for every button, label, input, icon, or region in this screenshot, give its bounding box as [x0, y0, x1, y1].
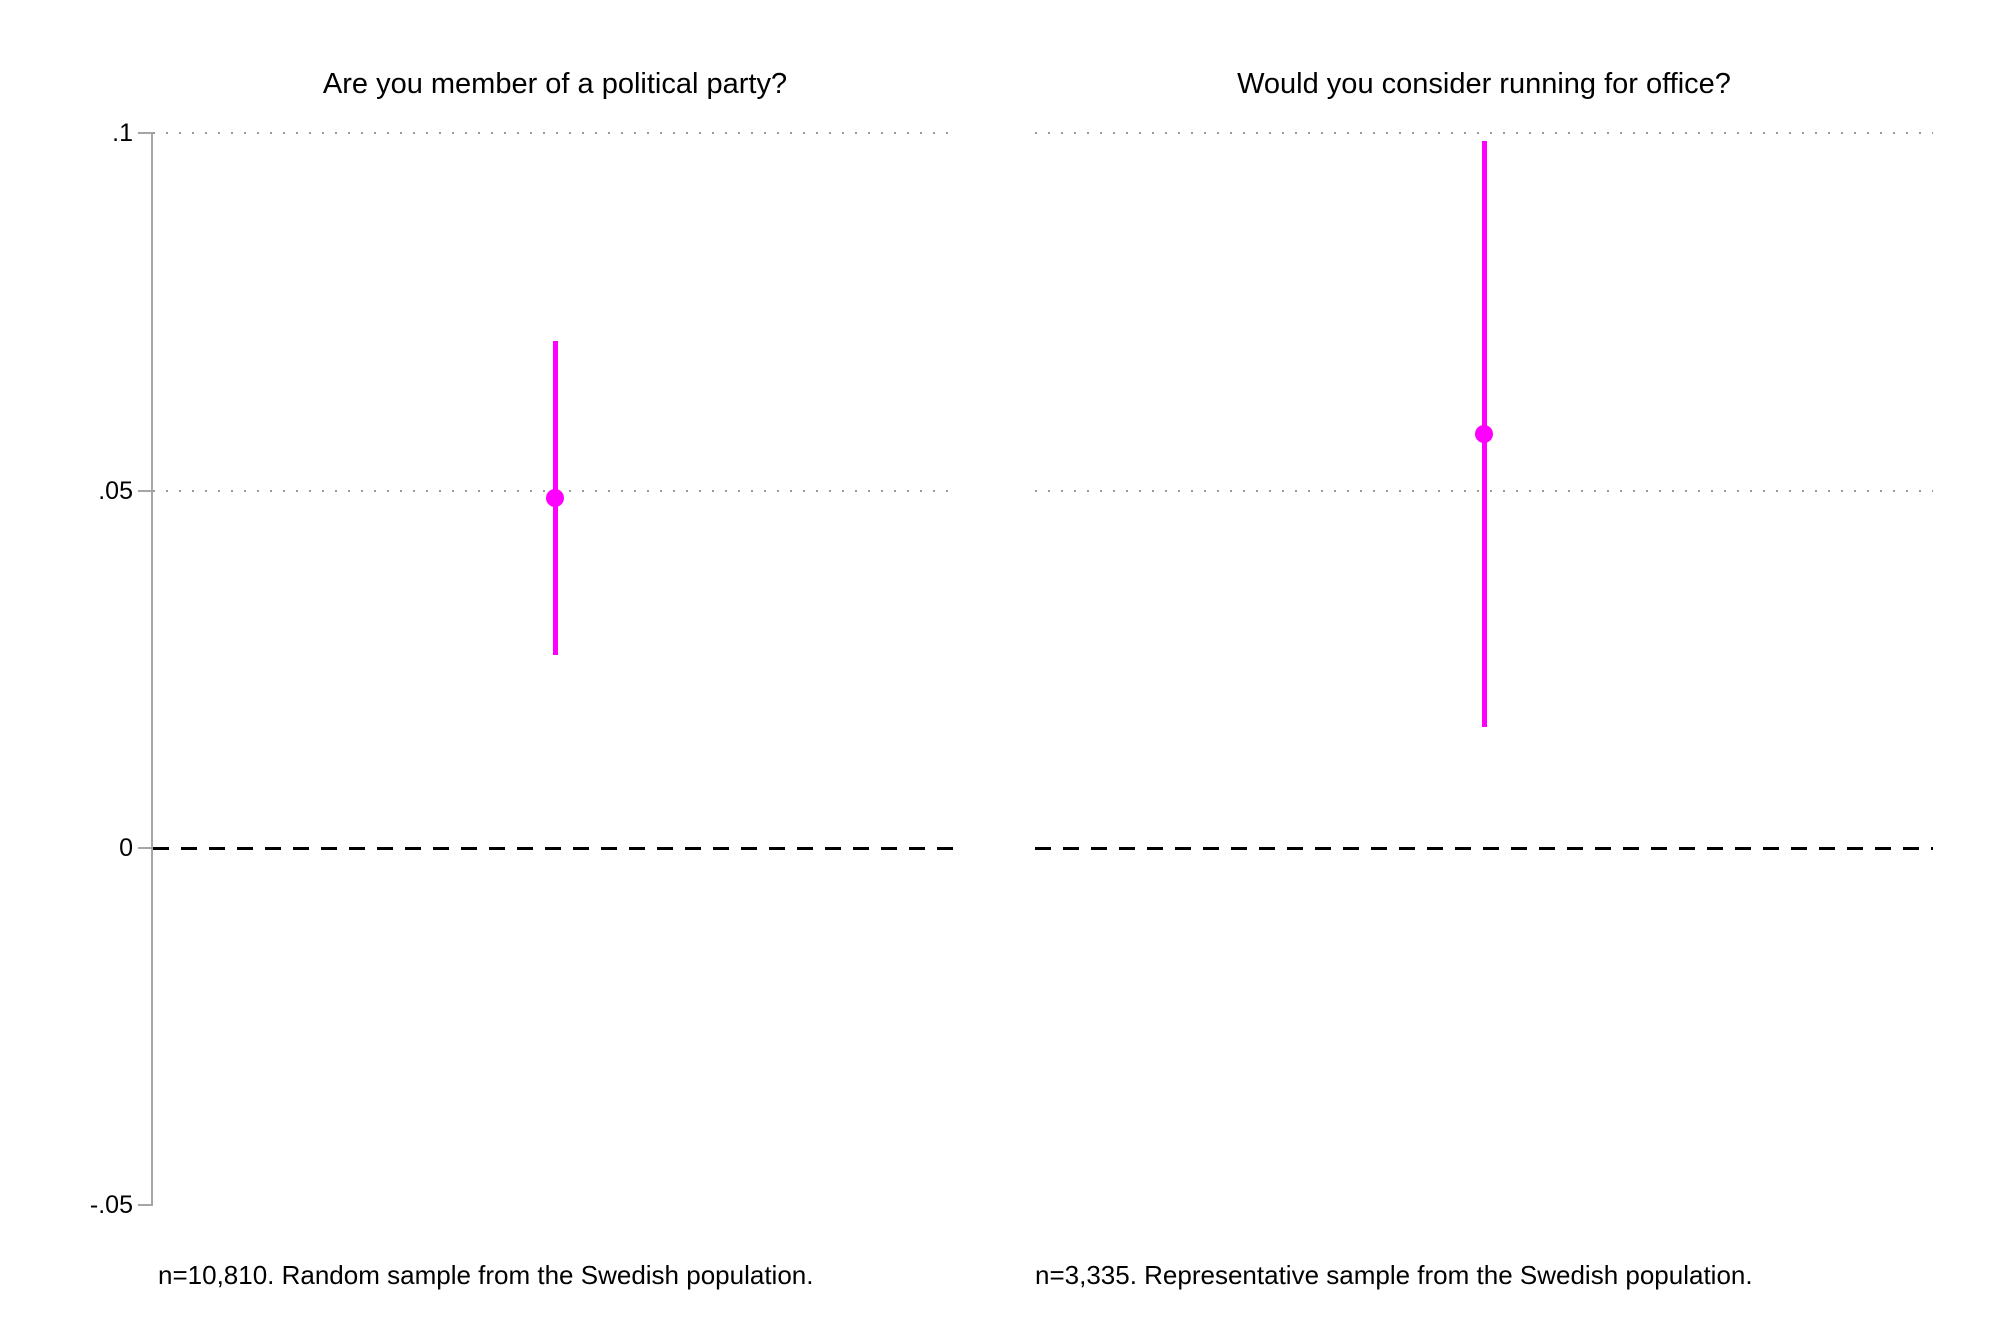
- panel-note-left: n=10,810. Random sample from the Swedish…: [158, 1260, 814, 1290]
- point-estimate-marker: [1475, 424, 1493, 443]
- y-axis-tick: [138, 489, 153, 492]
- panel-note-right: n=3,335. Representative sample from the …: [1035, 1260, 1753, 1290]
- gridline-dotted: [1035, 132, 1933, 135]
- y-axis-tick: [138, 1204, 153, 1207]
- y-axis-tick-label: .05: [98, 476, 133, 505]
- y-axis-tick-label: 0: [119, 834, 133, 862]
- zero-line-dashed: [1035, 846, 1933, 850]
- zero-line-dashed: [153, 846, 957, 850]
- gridline-dotted: [153, 132, 957, 135]
- y-axis-tick-label: -.05: [89, 1191, 133, 1220]
- y-axis-tick-label: .1: [112, 119, 133, 148]
- y-axis-tick: [138, 132, 153, 135]
- panel-title-right: Would you consider running for office?: [1237, 68, 1731, 100]
- y-axis-line: [151, 133, 153, 1206]
- panel-title-left: Are you member of a political party?: [322, 68, 788, 100]
- y-axis-tick: [138, 847, 153, 849]
- point-estimate-marker: [546, 488, 564, 507]
